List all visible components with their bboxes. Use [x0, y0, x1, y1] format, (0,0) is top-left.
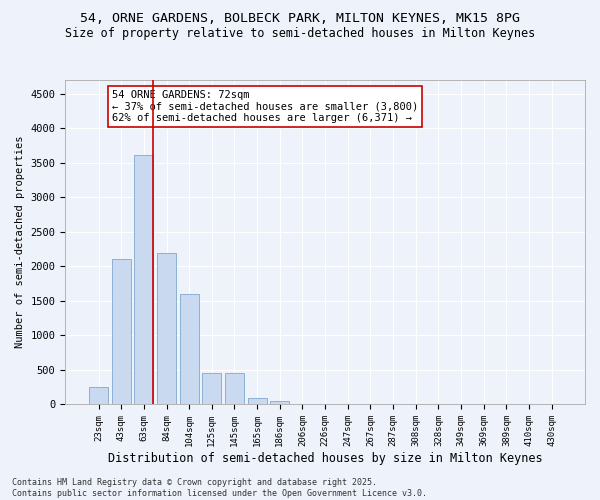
Bar — [89, 387, 108, 404]
Bar — [225, 374, 244, 404]
Bar — [134, 154, 154, 404]
Y-axis label: Number of semi-detached properties: Number of semi-detached properties — [15, 136, 25, 348]
Text: 54, ORNE GARDENS, BOLBECK PARK, MILTON KEYNES, MK15 8PG: 54, ORNE GARDENS, BOLBECK PARK, MILTON K… — [80, 12, 520, 26]
Text: Contains HM Land Registry data © Crown copyright and database right 2025.
Contai: Contains HM Land Registry data © Crown c… — [12, 478, 427, 498]
Bar — [202, 374, 221, 404]
Bar — [248, 398, 267, 404]
X-axis label: Distribution of semi-detached houses by size in Milton Keynes: Distribution of semi-detached houses by … — [108, 452, 542, 465]
Bar — [270, 400, 289, 404]
Bar — [157, 252, 176, 404]
Bar — [179, 294, 199, 405]
Text: 54 ORNE GARDENS: 72sqm
← 37% of semi-detached houses are smaller (3,800)
62% of : 54 ORNE GARDENS: 72sqm ← 37% of semi-det… — [112, 90, 418, 123]
Bar — [112, 260, 131, 404]
Text: Size of property relative to semi-detached houses in Milton Keynes: Size of property relative to semi-detach… — [65, 28, 535, 40]
